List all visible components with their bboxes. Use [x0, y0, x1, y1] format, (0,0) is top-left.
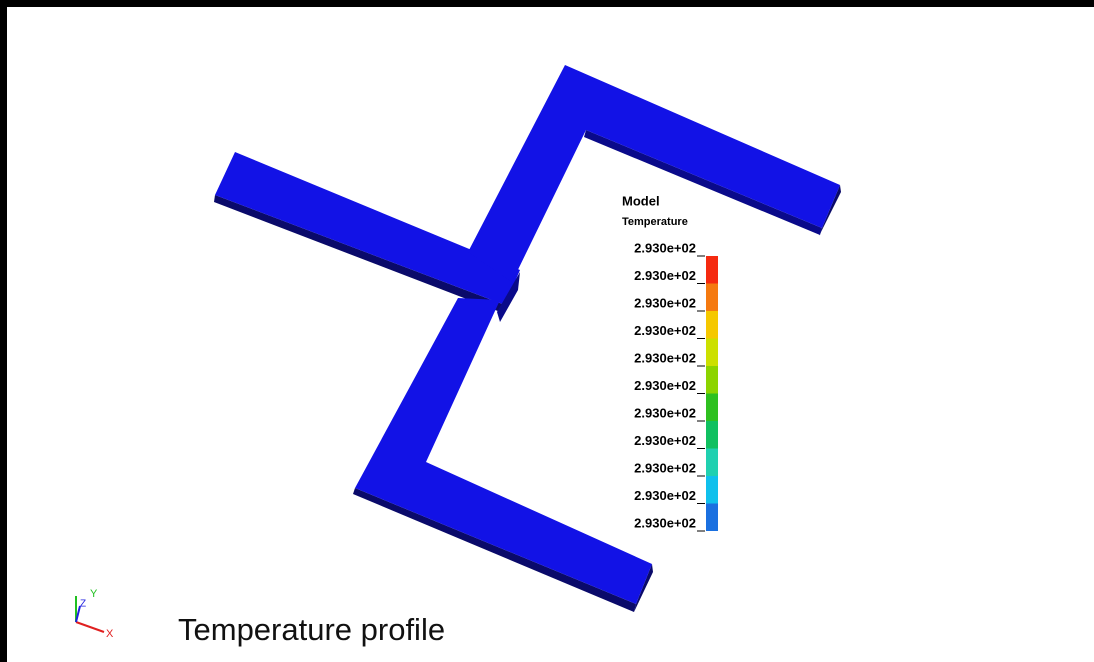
colorbar-segment [706, 421, 718, 449]
caption: Temperature profile [178, 612, 445, 647]
legend-label: 2.930e+02 [634, 240, 696, 255]
axis-triad: Y X Z [76, 588, 114, 640]
x-axis-arrow [76, 622, 104, 632]
left-arm [215, 152, 520, 305]
y-axis-label: Y [90, 588, 98, 600]
colorbar-segment [706, 504, 718, 532]
frame-left [0, 0, 7, 662]
colorbar-segment [706, 339, 718, 367]
render-view: Model Temperature 2.930e+022.930e+022.93… [0, 0, 1094, 662]
legend-label: 2.930e+02 [634, 515, 696, 530]
legend-title: Model [622, 193, 660, 208]
frame-top [0, 0, 1094, 7]
legend-label: 2.930e+02 [634, 488, 696, 503]
colorbar-segment [706, 394, 718, 422]
x-axis-label: X [106, 628, 114, 640]
legend-label: 2.930e+02 [634, 433, 696, 448]
colorbar-segment [706, 366, 718, 394]
colorbar-segment [706, 449, 718, 477]
colorbar-segment [706, 311, 718, 339]
model [214, 65, 841, 612]
z-axis-label: Z [80, 599, 86, 610]
legend-label: 2.930e+02 [634, 268, 696, 283]
legend-label: 2.930e+02 [634, 460, 696, 475]
legend-label: 2.930e+02 [634, 295, 696, 310]
colorbar-segment [706, 284, 718, 312]
legend-label: 2.930e+02 [634, 323, 696, 338]
viewport: Model Temperature 2.930e+022.930e+022.93… [0, 0, 1094, 662]
legend-subtitle: Temperature [622, 216, 688, 228]
colorbar: 2.930e+02 2.930e+02 2.930e+02 2.930e+02 2.93… [634, 240, 718, 531]
lower-arm [355, 298, 652, 604]
legend-label: 2.930e+02 [634, 378, 696, 393]
legend-label: 2.930e+02 [634, 405, 696, 420]
colorbar-segment [706, 476, 718, 504]
colorbar-segment [706, 256, 718, 284]
legend-label: 2.930e+02 [634, 350, 696, 365]
